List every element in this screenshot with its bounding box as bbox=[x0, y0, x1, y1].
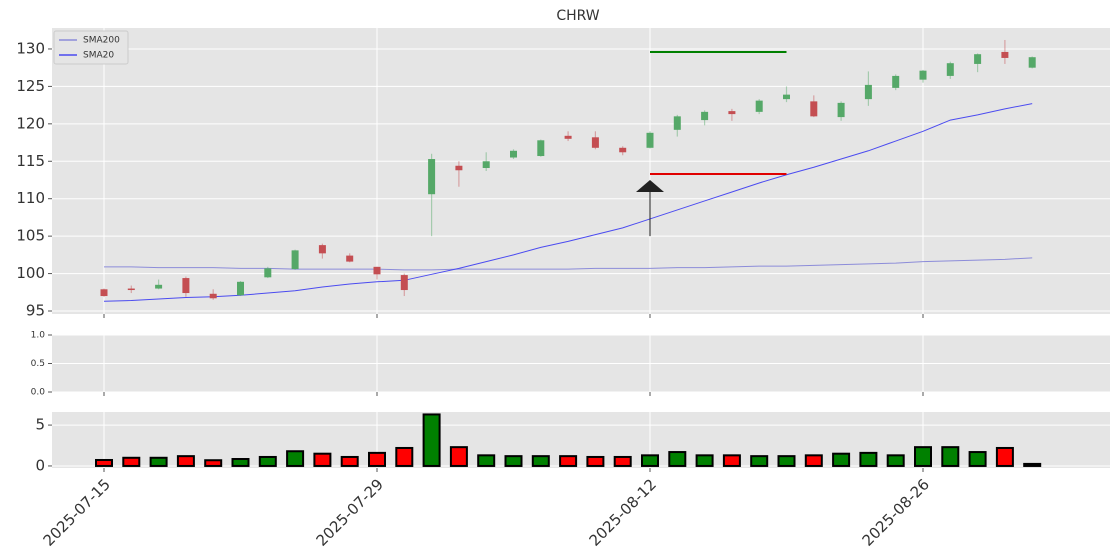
candle-body bbox=[318, 245, 326, 254]
candle-body bbox=[892, 75, 900, 88]
candle-body bbox=[1001, 51, 1009, 58]
y-tick-label: 5 bbox=[35, 416, 45, 434]
volume-bar bbox=[613, 455, 632, 467]
candle-body bbox=[673, 116, 681, 130]
candle-body bbox=[646, 132, 654, 148]
candle-body bbox=[182, 278, 190, 294]
y-tick-label: 95 bbox=[26, 302, 45, 320]
legend-label: SMA20 bbox=[83, 51, 114, 61]
candle-body bbox=[701, 111, 709, 121]
volume-bar bbox=[914, 446, 932, 467]
candle-body bbox=[209, 293, 217, 299]
candle-body bbox=[373, 266, 381, 275]
volume-bar bbox=[313, 452, 332, 467]
candle-body bbox=[510, 150, 517, 158]
candle-body bbox=[755, 100, 763, 112]
y-tick-label: 0 bbox=[35, 456, 45, 474]
candle-body bbox=[810, 101, 818, 117]
y-tick-label: 0.5 bbox=[31, 359, 45, 369]
x-tick-label: 2025-08-26 bbox=[859, 475, 933, 549]
volume-bar bbox=[422, 413, 441, 467]
y-tick-label: 0.0 bbox=[31, 388, 46, 398]
candle-body bbox=[619, 147, 627, 153]
candle-body bbox=[564, 135, 572, 139]
volume-bar bbox=[722, 454, 741, 467]
volume-bar bbox=[995, 446, 1014, 467]
plot-background bbox=[52, 28, 1110, 314]
volume-bar bbox=[504, 455, 523, 467]
candle-body bbox=[155, 284, 163, 289]
y-tick-label: 115 bbox=[16, 152, 45, 170]
volume-bar bbox=[122, 456, 141, 467]
y-tick-label: 1.0 bbox=[31, 331, 46, 341]
volume-bar bbox=[1023, 462, 1042, 467]
volume-bar bbox=[832, 452, 851, 467]
y-tick-label: 110 bbox=[16, 189, 45, 207]
volume-bar bbox=[886, 454, 905, 467]
x-tick-label: 2025-08-12 bbox=[586, 475, 660, 549]
candle-body bbox=[127, 288, 135, 291]
plot-background bbox=[52, 412, 1110, 468]
candle-body bbox=[864, 84, 872, 100]
volume-bar bbox=[204, 459, 223, 467]
volume-bar bbox=[449, 446, 468, 467]
candle-body bbox=[482, 161, 490, 169]
legend: SMA200 SMA20 bbox=[53, 30, 129, 65]
volume-bar bbox=[395, 446, 414, 467]
y-tick-label: 105 bbox=[16, 227, 45, 245]
sma-line bbox=[104, 257, 1033, 271]
candle-body bbox=[837, 102, 845, 118]
candle-body bbox=[974, 54, 982, 64]
candle-body bbox=[346, 255, 354, 262]
y-tick-label: 120 bbox=[16, 114, 45, 132]
candle-body bbox=[428, 159, 436, 195]
volume-bar bbox=[477, 454, 496, 467]
volume-bar bbox=[95, 458, 113, 467]
volume-bar bbox=[750, 455, 769, 467]
candle-body bbox=[1028, 57, 1036, 68]
candle-body bbox=[783, 94, 790, 100]
y-tick-label: 130 bbox=[16, 39, 45, 57]
volume-bar bbox=[531, 455, 550, 467]
volume-bar bbox=[286, 450, 305, 467]
volume-bar bbox=[859, 451, 878, 467]
volume-bar bbox=[231, 458, 250, 467]
candle-body bbox=[291, 250, 299, 270]
volume-bar bbox=[941, 446, 960, 467]
chart-title: CHRW bbox=[556, 8, 599, 24]
candle-body bbox=[400, 275, 408, 291]
volume-bar bbox=[641, 454, 659, 467]
candle-body bbox=[537, 140, 545, 157]
sma-line bbox=[103, 103, 1033, 302]
candle-body bbox=[728, 111, 736, 115]
volume-bar bbox=[668, 451, 687, 467]
volume-bar bbox=[368, 451, 386, 467]
candle-body bbox=[237, 281, 244, 296]
x-tick-label: 2025-07-15 bbox=[40, 475, 114, 549]
y-tick-label: 125 bbox=[16, 77, 45, 95]
volume-bar bbox=[804, 454, 823, 467]
volume-bar bbox=[777, 455, 796, 467]
volume-bar bbox=[559, 455, 578, 467]
volume-bar bbox=[586, 455, 605, 467]
volume-bar bbox=[176, 455, 195, 467]
x-tick-label: 2025-07-29 bbox=[313, 475, 387, 549]
candle-body bbox=[919, 70, 927, 80]
y-tick-label: 100 bbox=[16, 264, 45, 282]
volume-bar bbox=[258, 455, 277, 467]
volume-bar bbox=[968, 451, 987, 467]
candle-body bbox=[946, 63, 954, 76]
candle-body bbox=[264, 268, 272, 278]
candle-body bbox=[100, 289, 108, 297]
volume-bar bbox=[695, 454, 714, 467]
volume-bar bbox=[149, 456, 168, 467]
candle-body bbox=[591, 137, 599, 148]
legend-label: SMA200 bbox=[83, 36, 120, 46]
arrow-head bbox=[636, 179, 664, 192]
volume-bar bbox=[340, 455, 359, 467]
candle-body bbox=[455, 165, 463, 171]
